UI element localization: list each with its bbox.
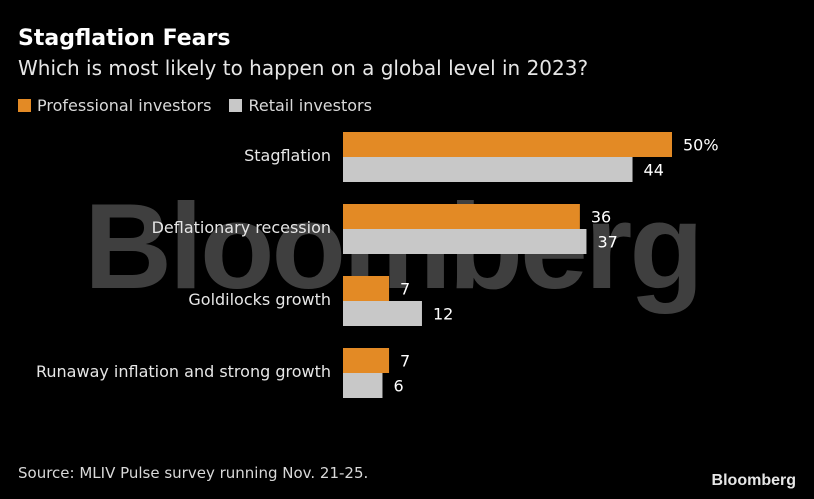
chart-title: Stagflation Fears bbox=[18, 26, 231, 51]
legend-swatch-professional bbox=[18, 99, 31, 112]
bar-professional-investors-stagflation bbox=[343, 132, 672, 157]
value-label-professional-investors-deflationary-recession: 36 bbox=[591, 208, 611, 227]
category-label-goldilocks-growth: Goldilocks growth bbox=[188, 290, 331, 309]
legend-swatch-retail bbox=[229, 99, 243, 112]
value-label-retail-investors-goldilocks-growth: 12 bbox=[433, 305, 453, 324]
category-label-stagflation: Stagflation bbox=[244, 146, 331, 165]
legend-item-retail: Retail investors bbox=[229, 96, 372, 115]
value-label-retail-investors-deflationary-recession: 37 bbox=[597, 233, 617, 252]
chart-subtitle: Which is most likely to happen on a glob… bbox=[18, 56, 589, 80]
category-label-runaway-inflation-and-strong-growth: Runaway inflation and strong growth bbox=[36, 362, 331, 381]
bar-retail-investors-goldilocks-growth bbox=[343, 301, 422, 326]
value-label-retail-investors-runaway-inflation-and-strong-growth: 6 bbox=[393, 377, 403, 396]
bar-professional-investors-deflationary-recession bbox=[343, 204, 580, 229]
source-note: Source: MLIV Pulse survey running Nov. 2… bbox=[18, 464, 369, 482]
bar-retail-investors-runaway-inflation-and-strong-growth bbox=[343, 373, 383, 398]
brand-logo: Bloomberg bbox=[711, 472, 796, 489]
legend-label-professional: Professional investors bbox=[37, 96, 212, 115]
value-label-retail-investors-stagflation: 44 bbox=[644, 161, 664, 180]
value-label-professional-investors-runaway-inflation-and-strong-growth: 7 bbox=[400, 352, 410, 371]
legend-label-retail: Retail investors bbox=[248, 96, 372, 115]
bar-professional-investors-goldilocks-growth bbox=[343, 276, 390, 301]
bar-retail-investors-deflationary-recession bbox=[343, 229, 587, 254]
bar-professional-investors-runaway-inflation-and-strong-growth bbox=[343, 348, 390, 373]
value-label-professional-investors-stagflation: 50% bbox=[683, 136, 719, 155]
category-label-deflationary-recession: Deflationary recession bbox=[152, 218, 331, 237]
legend-item-professional: Professional investors bbox=[18, 96, 211, 115]
bar-retail-investors-stagflation bbox=[343, 157, 633, 182]
legend: Professional investors Retail investors bbox=[18, 96, 390, 115]
value-label-professional-investors-goldilocks-growth: 7 bbox=[400, 280, 410, 299]
